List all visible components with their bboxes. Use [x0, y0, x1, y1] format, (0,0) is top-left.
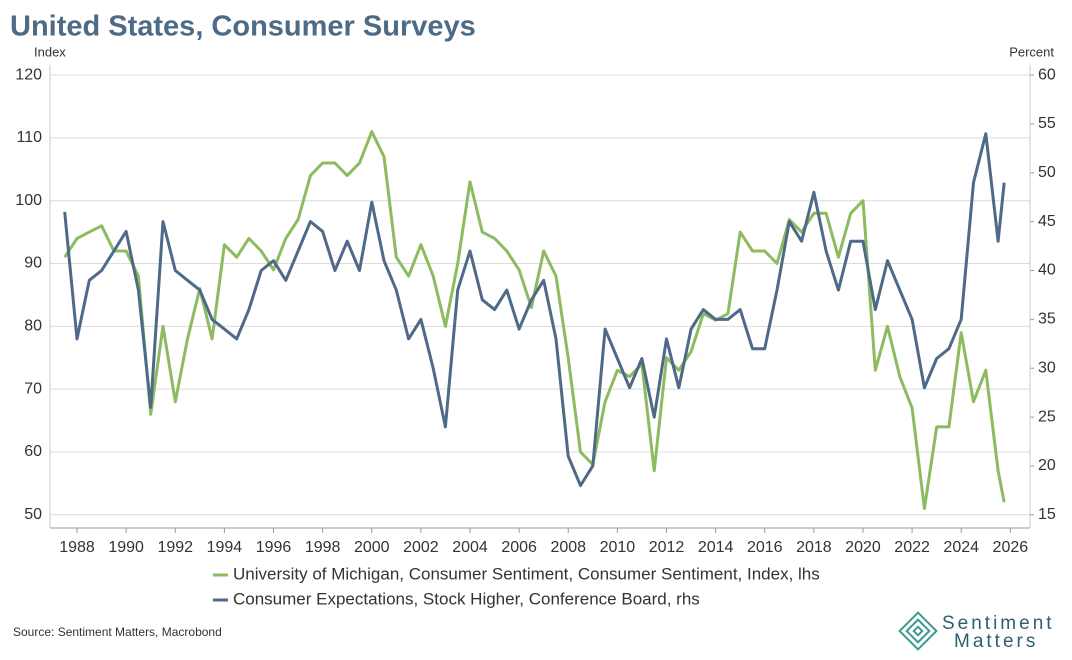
series-line	[63, 130, 1006, 510]
y2-tick-label: 40	[1038, 262, 1056, 279]
x-tick-label: 2006	[501, 539, 537, 556]
y-tick-label: 70	[24, 380, 42, 397]
y-tick-label: 120	[15, 66, 42, 83]
x-tick-label: 2000	[354, 539, 390, 556]
y2-tick-label: 45	[1038, 213, 1056, 230]
series-line	[63, 132, 1006, 487]
y2-tick-label: 25	[1038, 408, 1056, 425]
x-tick-label: 2020	[845, 539, 881, 556]
y-tick-label: 60	[24, 443, 42, 460]
y2-tick-label: 30	[1038, 359, 1056, 376]
y-tick-label: 50	[24, 506, 42, 523]
x-tick-label: 1994	[207, 539, 243, 556]
y-tick-label: 90	[24, 255, 42, 272]
y2-tick-label: 20	[1038, 457, 1056, 474]
x-tick-label: 2016	[747, 539, 783, 556]
logo-icon	[898, 611, 938, 651]
y2-tick-label: 60	[1038, 66, 1056, 83]
logo-text: Sentiment	[942, 613, 1055, 634]
source: Source: Sentiment Matters, Macrobond	[13, 625, 222, 639]
y2-tick-label: 15	[1038, 506, 1056, 523]
y-tick-label: 110	[16, 129, 42, 146]
x-tick-label: 2014	[698, 539, 734, 556]
x-tick-label: 2022	[894, 539, 930, 556]
logo: Sentiment Matters	[898, 611, 1055, 652]
x-tick-label: 1988	[59, 539, 95, 556]
x-tick-label: 2002	[403, 539, 439, 556]
y2-axis-label: Percent	[1009, 44, 1054, 59]
y2-tick-label: 55	[1038, 115, 1056, 132]
x-tick-label: 2004	[452, 539, 488, 556]
x-tick-label: 1996	[256, 539, 292, 556]
legend-label: Consumer Expectations, Stock Higher, Con…	[233, 589, 700, 608]
y2-tick-label: 50	[1038, 164, 1056, 181]
y2-tick-label: 35	[1038, 311, 1056, 328]
x-tick-label: 2018	[796, 539, 832, 556]
x-tick-label: 2012	[649, 539, 685, 556]
x-tick-label: 2024	[943, 539, 979, 556]
x-tick-label: 2010	[600, 539, 636, 556]
x-tick-label: 2008	[550, 539, 586, 556]
y-tick-label: 80	[24, 318, 42, 335]
x-tick-label: 1998	[305, 539, 341, 556]
y-axis-label: Index	[34, 44, 66, 59]
chart-title: United States, Consumer Surveys	[10, 11, 476, 43]
legend-label: University of Michigan, Consumer Sentime…	[233, 564, 820, 583]
x-tick-label: 1992	[157, 539, 193, 556]
y-tick-label: 100	[15, 192, 42, 209]
x-tick-label: 2026	[993, 539, 1029, 556]
x-tick-label: 1990	[108, 539, 144, 556]
logo-text: Matters	[954, 631, 1038, 652]
